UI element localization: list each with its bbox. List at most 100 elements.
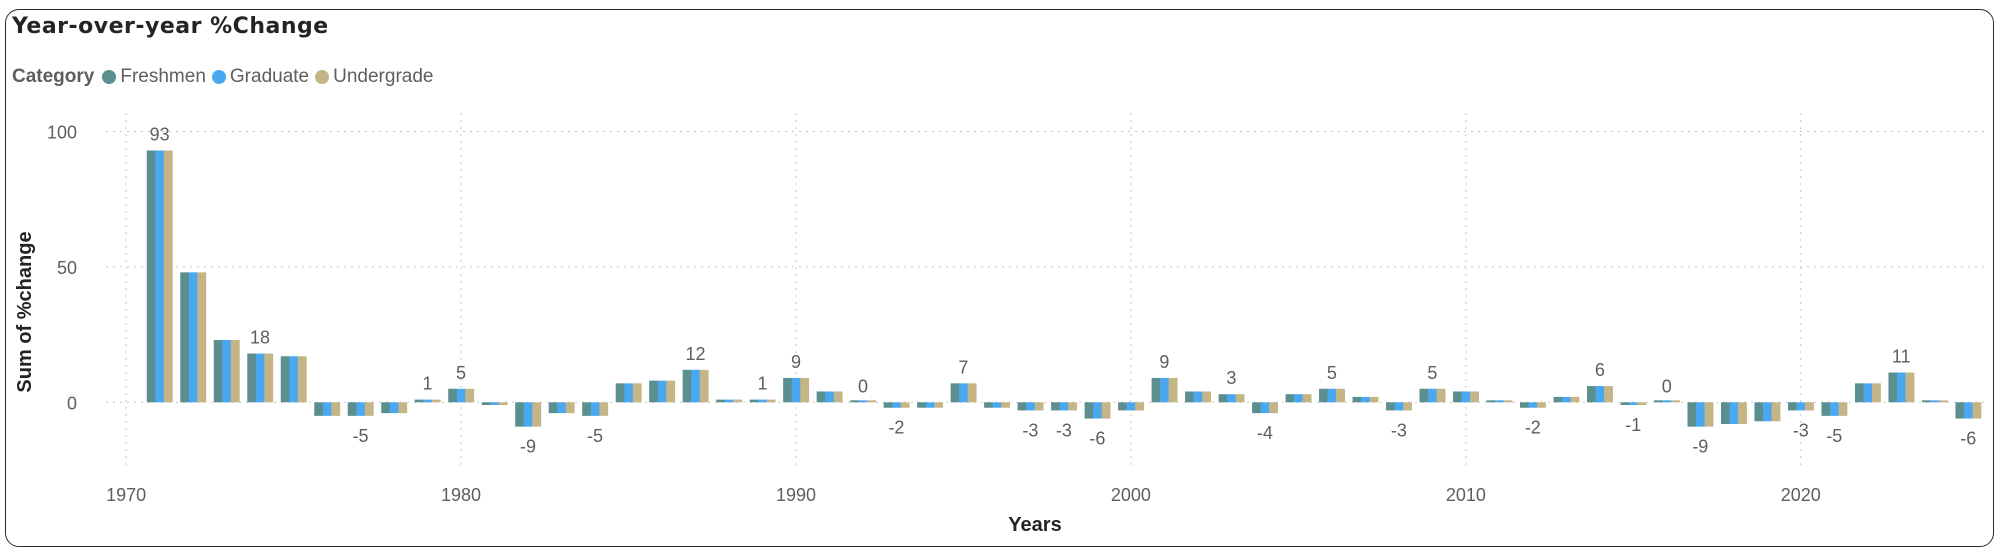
legend-item-freshmen[interactable]: Freshmen (102, 66, 206, 88)
data-label: -5 (1826, 426, 1842, 446)
bar-freshmen-1974 (247, 353, 257, 403)
data-label: 12 (685, 344, 705, 364)
y-tick-label: 50 (57, 258, 77, 278)
bar-graduate-2019 (1763, 402, 1772, 422)
bar-undergrade-1974 (264, 353, 274, 403)
bar-graduate-2011 (1495, 400, 1504, 403)
data-label: 6 (1595, 360, 1605, 380)
bar-undergrade-1998 (1068, 402, 1078, 411)
x-tick-label: 2020 (1781, 485, 1821, 505)
bar-undergrade-2022 (1872, 383, 1881, 403)
bar-freshmen-1993 (883, 402, 893, 408)
bar-undergrade-1991 (833, 391, 843, 403)
bar-freshmen-1989 (749, 399, 759, 403)
bar-freshmen-1998 (1051, 402, 1060, 411)
bar-freshmen-2002 (1185, 391, 1194, 403)
legend-item-undergrade[interactable]: Undergrade (315, 66, 433, 88)
bar-graduate-2018 (1729, 402, 1739, 424)
bar-graduate-2004 (1260, 402, 1270, 414)
bar-graduate-1971 (155, 150, 165, 403)
bar-undergrade-2008 (1403, 402, 1412, 411)
bar-graduate-1989 (758, 399, 768, 403)
bar-undergrade-2002 (1202, 391, 1212, 403)
bar-freshmen-1990 (783, 377, 793, 403)
bar-undergrade-2020 (1805, 402, 1814, 411)
bar-freshmen-1976 (314, 402, 324, 416)
data-label: -3 (1022, 420, 1038, 440)
bar-graduate-1988 (724, 399, 734, 403)
bar-undergrade-2006 (1336, 388, 1345, 403)
bar-undergrade-2001 (1168, 377, 1178, 403)
bar-undergrade-1979 (431, 399, 441, 403)
bar-freshmen-2022 (1854, 383, 1864, 403)
bar-freshmen-2024 (1921, 400, 1931, 403)
bar-undergrade-1981 (498, 402, 508, 406)
bar-freshmen-1979 (414, 399, 424, 403)
bar-undergrade-2009 (1436, 388, 1446, 403)
data-label: 0 (858, 376, 868, 396)
bar-undergrade-1986 (666, 380, 676, 403)
gridlines (106, 113, 1985, 470)
bar-freshmen-1978 (381, 402, 391, 414)
bar-graduate-2024 (1930, 400, 1940, 403)
bar-freshmen-2005 (1285, 394, 1295, 403)
data-label: 93 (150, 124, 170, 144)
bar-undergrade-2004 (1269, 402, 1278, 414)
bar-graduate-2017 (1696, 402, 1705, 427)
bar-undergrade-2007 (1369, 396, 1379, 403)
data-label: 11 (1892, 347, 1911, 367)
bar-graduate-1998 (1059, 402, 1069, 411)
freshmen-swatch-icon (102, 70, 117, 84)
legend-item-graduate[interactable]: Graduate (211, 66, 309, 88)
bar-graduate-1982 (523, 402, 533, 427)
bar-graduate-2001 (1160, 377, 1169, 403)
bar-undergrade-1977 (364, 402, 374, 416)
bar-undergrade-1994 (934, 402, 944, 408)
bar-freshmen-2023 (1888, 372, 1898, 403)
bar-undergrade-1990 (800, 377, 810, 403)
data-label: 5 (1327, 363, 1337, 383)
bar-graduate-2006 (1327, 388, 1337, 403)
bar-freshmen-2001 (1151, 377, 1161, 403)
bar-freshmen-1987 (682, 369, 692, 403)
bar-graduate-1972 (188, 272, 198, 403)
bar-graduate-2008 (1394, 402, 1404, 411)
bar-graduate-1996 (992, 402, 1002, 408)
bar-graduate-1991 (825, 391, 835, 403)
bar-graduate-1997 (1026, 402, 1035, 411)
bar-freshmen-2012 (1520, 402, 1529, 408)
bar-graduate-1976 (322, 402, 332, 416)
bar-undergrade-2014 (1604, 386, 1613, 403)
bar-freshmen-1997 (1017, 402, 1027, 411)
chart-title: Year-over-year %Change (12, 14, 329, 39)
bar-graduate-2009 (1428, 388, 1437, 403)
bar-graduate-2010 (1461, 391, 1471, 403)
bar-undergrade-2000 (1135, 402, 1145, 411)
bar-freshmen-2006 (1319, 388, 1328, 403)
bar-undergrade-1980 (465, 388, 475, 403)
bar-graduate-2014 (1595, 386, 1605, 403)
bar-graduate-1995 (959, 383, 969, 403)
data-label: -5 (353, 426, 369, 446)
bar-graduate-1994 (925, 402, 935, 408)
bar-undergrade-1987 (699, 369, 709, 403)
bar-freshmen-1981 (481, 402, 491, 406)
data-label: -1 (1625, 415, 1641, 435)
bar-undergrade-2015 (1637, 402, 1647, 406)
x-axis-title: Years (1008, 514, 1061, 536)
bar-graduate-1984 (590, 402, 600, 416)
bar-graduate-1987 (691, 369, 701, 403)
bar-undergrade-1975 (297, 356, 307, 403)
bar-graduate-2012 (1528, 402, 1538, 408)
bar-freshmen-2019 (1754, 402, 1764, 422)
bar-freshmen-1985 (615, 383, 625, 403)
bar-graduate-1981 (490, 402, 500, 406)
bar-freshmen-2003 (1218, 394, 1228, 403)
bar-freshmen-2007 (1352, 396, 1362, 403)
bar-undergrade-2021 (1838, 402, 1848, 416)
bar-undergrade-1996 (1001, 402, 1011, 408)
bar-graduate-1973 (222, 340, 232, 403)
data-label: 7 (958, 357, 968, 377)
bar-undergrade-2003 (1235, 394, 1245, 403)
